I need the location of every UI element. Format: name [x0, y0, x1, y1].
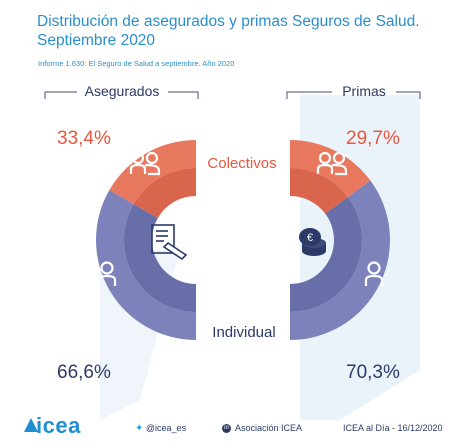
icea-logo-mark: [24, 418, 38, 432]
people-icon: [316, 151, 348, 176]
series-label-primas: Primas: [342, 83, 386, 99]
slice-asegurados-individual: [95, 190, 196, 340]
slice-asegurados-individual-inner: [124, 204, 196, 312]
data-label-asegurados-individual: 66,6%: [57, 362, 111, 383]
data-label-asegurados-colectivos: 33,4%: [57, 128, 111, 149]
slice-primas-colectivos: [290, 140, 371, 198]
data-label-primas-colectivos: 29,7%: [346, 128, 400, 149]
data-label-primas-individual: 70,3%: [346, 362, 400, 383]
slice-asegurados-colectivos-inner: [133, 168, 196, 219]
icea-logo: icea: [36, 413, 81, 438]
bracket-asegurados: [44, 91, 199, 99]
title-line-1: Distribución de asegurados y primas Segu…: [37, 13, 420, 30]
twitter-link[interactable]: ✦ @icea_es: [135, 423, 186, 434]
slice-primas-individual: [290, 180, 390, 340]
twitter-handle: @icea_es: [145, 423, 187, 433]
slice-primas-individual-inner: [290, 197, 363, 312]
coins-icon: €: [299, 228, 326, 256]
linkedin-link[interactable]: in Asociación ICEA: [222, 423, 303, 434]
bracket-primas: [286, 91, 421, 99]
svg-text:€: €: [307, 232, 313, 244]
twitter-icon: ✦: [135, 423, 144, 434]
page-subtitle: Informe 1.630: El Seguro de Salud a sept…: [38, 59, 235, 68]
linkedin-name: Asociación ICEA: [235, 423, 303, 433]
donut-primas: [290, 140, 390, 340]
title-line-2: Septiembre 2020: [37, 32, 156, 49]
people-icon: [129, 151, 161, 176]
slice-asegurados-colectivos: [109, 140, 196, 205]
contract-signing-icon: [151, 224, 188, 261]
category-label-colectivos: Colectivos: [207, 155, 276, 172]
donut-asegurados: [95, 140, 196, 340]
series-label-asegurados: Asegurados: [85, 83, 160, 99]
person-icon: [364, 261, 384, 286]
slice-primas-colectivos-inner: [290, 168, 348, 214]
category-label-individual: Individual: [212, 324, 275, 341]
footer-date: ICEA al Día - 16/12/2020: [343, 423, 443, 433]
page-title: Distribución de asegurados y primas Segu…: [37, 12, 457, 50]
linkedin-icon: in: [222, 424, 231, 434]
person-icon: [97, 261, 117, 286]
